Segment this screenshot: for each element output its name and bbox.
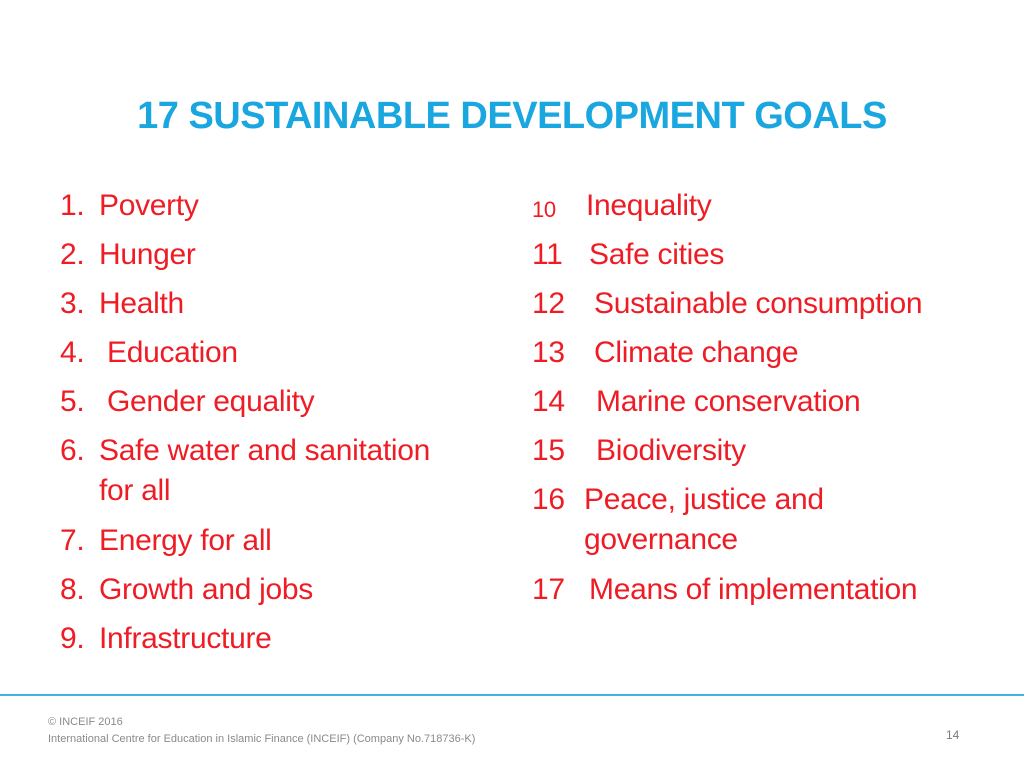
page-number: 14 (946, 728, 960, 742)
goal-number: 4. (60, 336, 85, 369)
goal-item: 6. Safe water and sanitation for all (60, 431, 480, 521)
goal-label: Safe water and sanitation for all (99, 434, 431, 507)
goal-label: Infrastructure (99, 622, 272, 655)
goal-number: 5. (60, 385, 85, 418)
goal-label: Inequality (586, 189, 712, 222)
footer-organization: International Centre for Education in Is… (48, 733, 476, 745)
goal-label: Peace, justice and governance (584, 483, 824, 556)
goal-number: 15 (532, 434, 565, 467)
goal-number: 6. (60, 434, 85, 467)
goal-label: Gender equality (107, 385, 315, 418)
goal-number: 16 (532, 483, 565, 516)
goal-item: 12 Sustainable consumption (532, 284, 1002, 333)
goal-item: 10 Inequality (532, 186, 1002, 235)
goal-item: 13 Climate change (532, 333, 1002, 382)
goal-label: Safe cities (589, 238, 725, 271)
goal-label: Means of implementation (589, 573, 918, 606)
footer-copyright: © INCEIF 2016 (48, 716, 123, 728)
goal-number: 7. (60, 524, 85, 557)
goal-item: 17 Means of implementation (532, 570, 1002, 619)
goal-number: 14 (532, 385, 565, 418)
goals-list-left: 1. Poverty 2. Hunger 3. Health 4. Education … (60, 186, 480, 668)
goal-item: 16 Peace, justice and governance (532, 480, 1002, 570)
goal-number: 12 (532, 287, 565, 320)
goal-item: 3. Health (60, 284, 480, 333)
goal-number: 8. (60, 573, 85, 606)
goal-number: 1. (60, 189, 85, 222)
goal-number: 17 (532, 573, 565, 606)
goal-number: 13 (532, 336, 565, 369)
goal-label: Poverty (99, 189, 199, 222)
goal-label: Marine conservation (596, 385, 861, 418)
goal-label: Biodiversity (596, 434, 746, 467)
goal-item: 7. Energy for all (60, 521, 480, 570)
goal-label: Sustainable consumption (594, 287, 923, 320)
goal-item: 2. Hunger (60, 235, 480, 284)
goals-list-right: 10 Inequality 11 Safe cities 12 Sustainable… (532, 186, 1002, 619)
slide-title: 17 SUSTAINABLE DEVELOPMENT GOALS (137, 95, 887, 138)
goal-label: Education (107, 336, 238, 369)
goal-item: 14 Marine conservation (532, 382, 1002, 431)
goal-item: 1. Poverty (60, 186, 480, 235)
goal-label: Climate change (594, 336, 799, 369)
goal-label: Hunger (99, 238, 196, 271)
goal-item: 4. Education (60, 333, 480, 382)
goal-item: 15 Biodiversity (532, 431, 1002, 480)
goal-number: 9. (60, 622, 85, 655)
goal-item: 11 Safe cities (532, 235, 1002, 284)
goal-item: 9. Infrastructure (60, 619, 480, 668)
goal-item: 5. Gender equality (60, 382, 480, 431)
goal-label: Health (99, 287, 184, 320)
goal-number: 3. (60, 287, 85, 320)
goal-number: 2. (60, 238, 85, 271)
goal-label: Growth and jobs (99, 573, 313, 606)
goal-number: 10 (532, 197, 556, 222)
goal-item: 8. Growth and jobs (60, 570, 480, 619)
goal-number: 11 (532, 238, 563, 271)
footer-divider (0, 694, 1024, 696)
goal-label: Energy for all (99, 524, 272, 557)
